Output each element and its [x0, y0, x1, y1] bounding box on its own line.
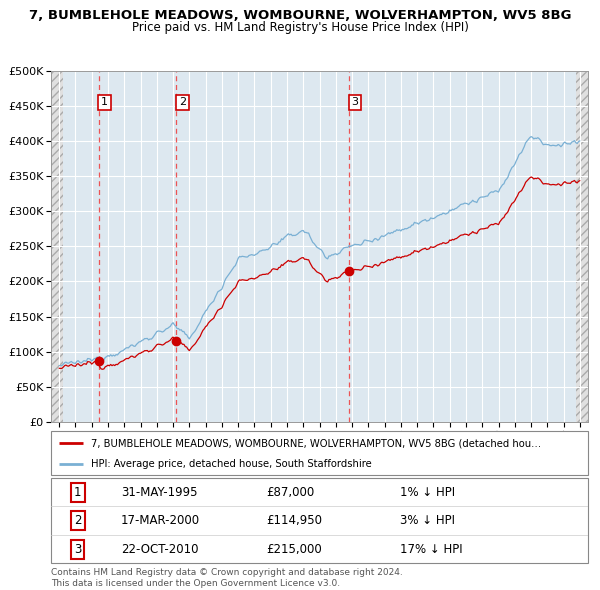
Text: 17% ↓ HPI: 17% ↓ HPI: [400, 543, 463, 556]
Text: 3% ↓ HPI: 3% ↓ HPI: [400, 514, 455, 527]
Text: £215,000: £215,000: [266, 543, 322, 556]
Text: 17-MAR-2000: 17-MAR-2000: [121, 514, 200, 527]
Text: 3: 3: [74, 543, 82, 556]
FancyBboxPatch shape: [51, 431, 588, 475]
FancyBboxPatch shape: [51, 478, 588, 563]
Text: 22-OCT-2010: 22-OCT-2010: [121, 543, 199, 556]
Text: 7, BUMBLEHOLE MEADOWS, WOMBOURNE, WOLVERHAMPTON, WV5 8BG (detached hou…: 7, BUMBLEHOLE MEADOWS, WOMBOURNE, WOLVER…: [91, 438, 541, 448]
Bar: [51, 71, 63, 422]
Text: 1: 1: [101, 97, 108, 107]
Text: Price paid vs. HM Land Registry's House Price Index (HPI): Price paid vs. HM Land Registry's House …: [131, 21, 469, 34]
Text: 2: 2: [74, 514, 82, 527]
Text: £114,950: £114,950: [266, 514, 322, 527]
Text: 31-MAY-1995: 31-MAY-1995: [121, 486, 197, 499]
Bar: [576, 71, 588, 422]
Text: 2: 2: [179, 97, 186, 107]
Text: 1% ↓ HPI: 1% ↓ HPI: [400, 486, 455, 499]
Text: Contains HM Land Registry data © Crown copyright and database right 2024.
This d: Contains HM Land Registry data © Crown c…: [51, 568, 403, 588]
Text: 1: 1: [74, 486, 82, 499]
Text: 7, BUMBLEHOLE MEADOWS, WOMBOURNE, WOLVERHAMPTON, WV5 8BG: 7, BUMBLEHOLE MEADOWS, WOMBOURNE, WOLVER…: [29, 9, 571, 22]
Bar: [51, 71, 63, 422]
Text: 3: 3: [352, 97, 358, 107]
Bar: [576, 71, 588, 422]
Text: £87,000: £87,000: [266, 486, 314, 499]
Text: HPI: Average price, detached house, South Staffordshire: HPI: Average price, detached house, Sout…: [91, 459, 372, 469]
